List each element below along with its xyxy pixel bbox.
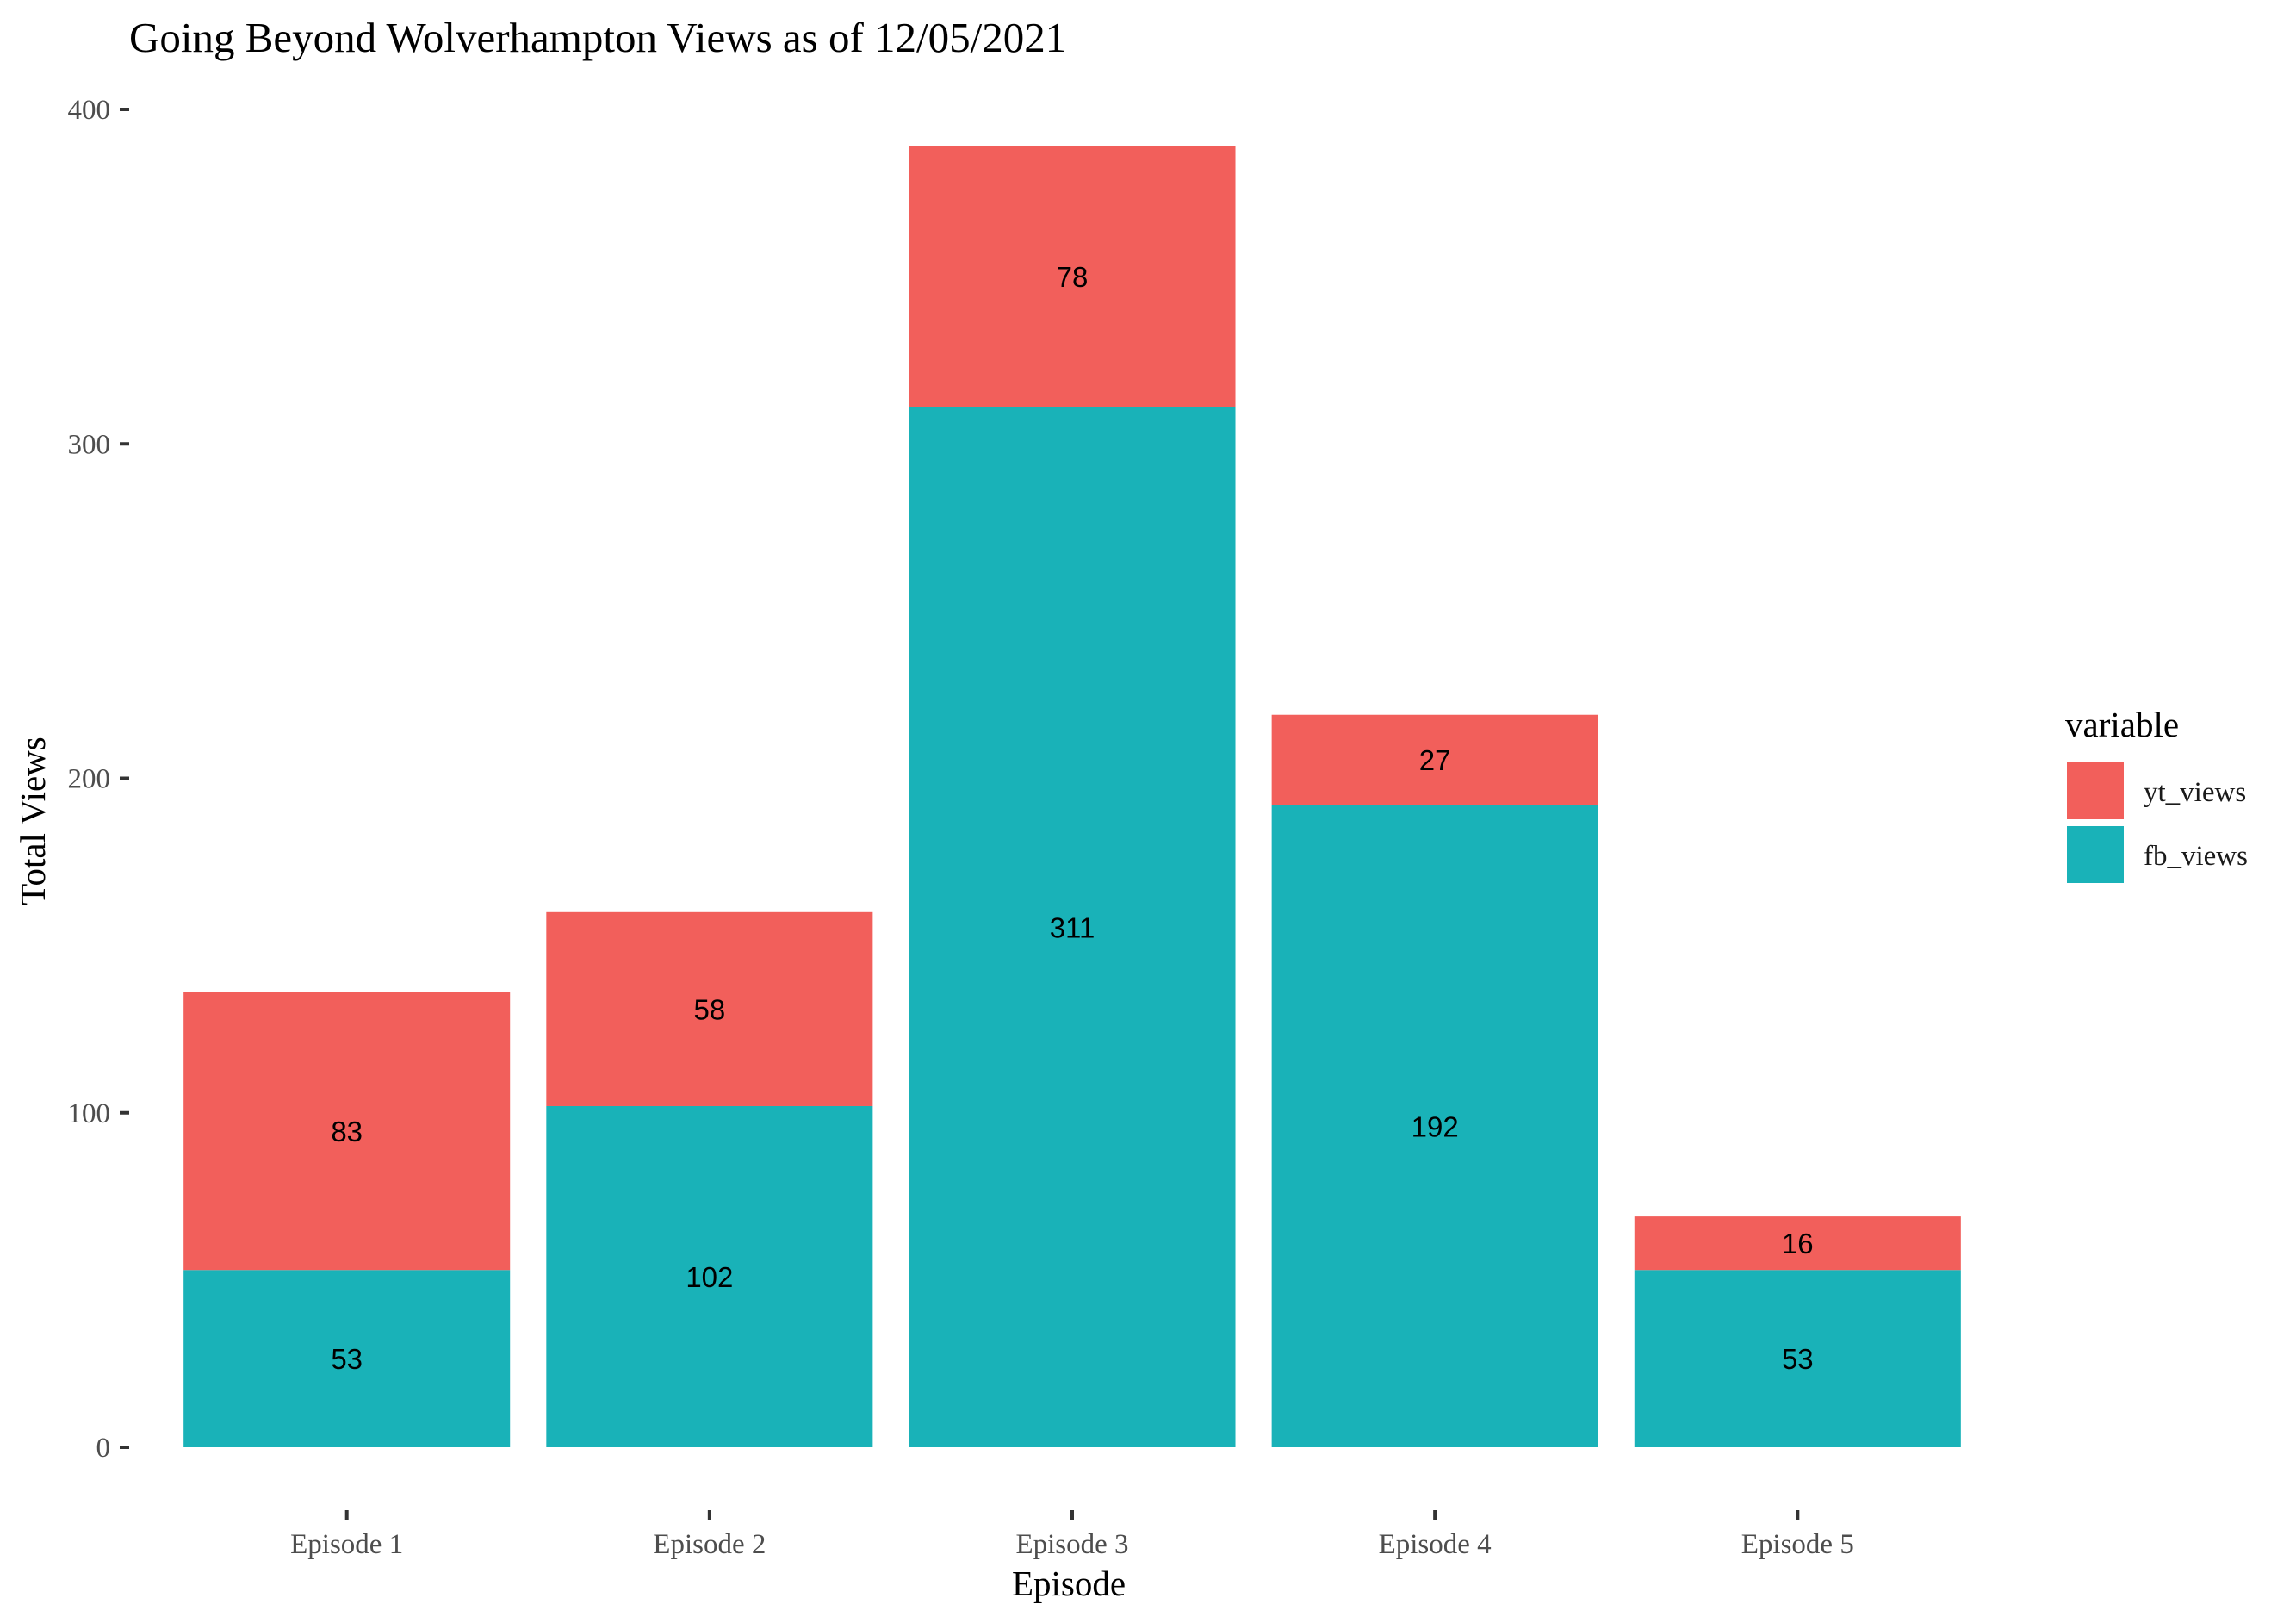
x-tick-label: Episode 2 [653,1529,766,1560]
bar-segment-yt_views [909,146,1236,407]
bar-segment-fb_views [546,1105,873,1447]
y-axis-title: Total Views [13,737,53,905]
bar-segment-yt_views [183,992,511,1271]
bars [183,146,1961,1448]
y-tick-label: 300 [68,429,111,460]
legend-title: variable [2065,705,2179,744]
bar-segment-fb_views [183,1270,511,1447]
data-label: 78 [1057,261,1089,293]
bar-segment-fb_views [1634,1270,1961,1447]
y-tick-label: 400 [68,95,111,126]
legend-swatch-fb_views [2067,826,2124,883]
x-tick-label: Episode 4 [1379,1529,1492,1560]
bar-segment-yt_views [546,911,873,1106]
chart-title: Going Beyond Wolverhampton Views as of 1… [129,14,1066,61]
legend: variable yt_views fb_views [2065,705,2248,883]
bar-segment-yt_views [1271,714,1598,805]
data-label: 58 [693,993,725,1025]
data-label: 192 [1412,1110,1459,1142]
y-tick-label: 100 [68,1098,111,1129]
x-axis-title: Episode [1012,1564,1126,1603]
y-tick-label: 200 [68,764,111,795]
data-label: 53 [331,1343,363,1375]
data-label: 311 [1050,911,1095,943]
bar-segment-fb_views [1271,805,1598,1447]
x-tick-label: Episode 5 [1741,1529,1854,1560]
bar-segment-yt_views [1634,1216,1961,1271]
data-labels: 53 83 102 58 311 78 192 27 53 16 [331,261,1813,1375]
legend-swatch-yt_views [2067,762,2124,819]
x-tick-label: Episode 3 [1015,1529,1128,1560]
data-label: 102 [686,1261,733,1293]
x-tick-label: Episode 1 [290,1529,403,1560]
legend-label: yt_views [2144,777,2246,808]
x-axis: Episode 1 Episode 2 Episode 3 Episode 4 Epis… [290,1510,1854,1560]
y-tick-label: 0 [96,1433,111,1464]
bar-segment-fb_views [909,407,1236,1448]
data-label: 27 [1419,744,1451,776]
data-label: 16 [1782,1228,1814,1259]
data-label: 53 [1782,1343,1814,1375]
legend-label: fb_views [2144,841,2248,872]
y-axis: 0 100 200 300 400 [68,95,129,1464]
data-label: 83 [331,1116,363,1147]
